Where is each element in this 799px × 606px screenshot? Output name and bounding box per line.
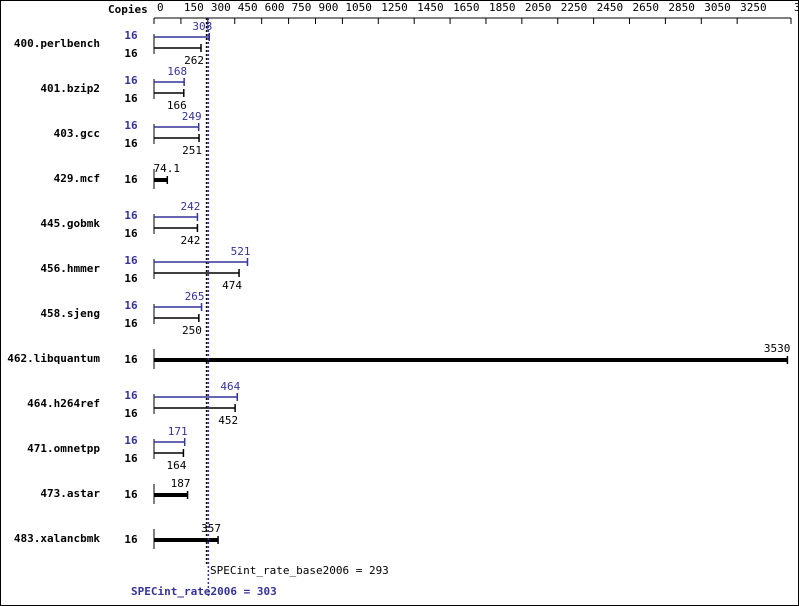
base-value-label: 357: [201, 522, 221, 535]
category-label: 483.xalancbmk: [14, 532, 100, 545]
base-copies: 16: [124, 92, 138, 105]
base-value-label: 262: [184, 54, 204, 67]
x-tick-label: 1650: [453, 1, 480, 14]
x-tick-label: 1050: [345, 1, 372, 14]
base-value-label: 187: [171, 477, 191, 490]
x-tick-label: 150: [184, 1, 204, 14]
peak-copies: 16: [124, 119, 138, 132]
category-label: 401.bzip2: [40, 82, 100, 95]
base-value-label: 3530: [764, 342, 791, 355]
reference-label: SPECint_rate_base2006 = 293: [210, 564, 389, 577]
peak-copies: 16: [124, 299, 138, 312]
x-tick-label: 450: [238, 1, 258, 14]
x-tick-label: 2850: [668, 1, 695, 14]
category-label: 458.sjeng: [40, 307, 100, 320]
x-tick-label: 3250: [740, 1, 767, 14]
category-label: 471.omnetpp: [27, 442, 100, 455]
peak-value-label: 242: [181, 200, 201, 213]
x-tick-label: 300: [211, 1, 231, 14]
peak-value-label: 521: [231, 245, 251, 258]
reference-label: SPECint_rate2006 = 303: [131, 585, 277, 598]
base-copies: 16: [124, 317, 138, 330]
peak-copies: 16: [124, 254, 138, 267]
base-copies: 16: [124, 173, 138, 186]
peak-value-label: 265: [185, 290, 205, 303]
peak-value-label: 464: [220, 380, 240, 393]
copies-header: Copies: [108, 3, 148, 16]
x-tick-label: 900: [318, 1, 338, 14]
base-value-label: 242: [181, 234, 201, 247]
category-label: 456.hmmer: [40, 262, 100, 275]
base-value-label: 251: [182, 144, 202, 157]
peak-copies: 16: [124, 209, 138, 222]
base-value-label: 250: [182, 324, 202, 337]
base-copies: 16: [124, 47, 138, 60]
x-tick-label: 1450: [417, 1, 444, 14]
base-copies: 16: [124, 488, 138, 501]
peak-copies: 16: [124, 434, 138, 447]
base-copies: 16: [124, 533, 138, 546]
base-value-label: 164: [167, 459, 187, 472]
base-copies: 16: [124, 407, 138, 420]
category-label: 429.mcf: [54, 172, 100, 185]
category-label: 462.libquantum: [7, 352, 100, 365]
base-value-label: 452: [218, 414, 238, 427]
peak-copies: 16: [124, 389, 138, 402]
category-label: 464.h264ref: [27, 397, 100, 410]
base-copies: 16: [124, 452, 138, 465]
base-copies: 16: [124, 353, 138, 366]
x-tick-label: 0: [157, 1, 164, 14]
peak-value-label: 249: [182, 110, 202, 123]
x-tick-label: 2650: [633, 1, 660, 14]
peak-copies: 16: [124, 74, 138, 87]
base-copies: 16: [124, 227, 138, 240]
x-tick-label: 2050: [525, 1, 552, 14]
x-tick-label: 2450: [597, 1, 624, 14]
x-tick-label: 600: [265, 1, 285, 14]
base-value-label: 74.1: [154, 162, 181, 175]
category-label: 473.astar: [40, 487, 100, 500]
base-value-label: 166: [167, 99, 187, 112]
x-tick-label: 3550: [794, 1, 799, 14]
x-tick-label: 3050: [704, 1, 731, 14]
category-label: 403.gcc: [54, 127, 100, 140]
peak-value-label: 171: [168, 425, 188, 438]
base-copies: 16: [124, 272, 138, 285]
category-label: 400.perlbench: [14, 37, 100, 50]
x-tick-label: 1250: [381, 1, 408, 14]
x-tick-label: 750: [292, 1, 312, 14]
x-tick-label: 2250: [561, 1, 588, 14]
peak-copies: 16: [124, 29, 138, 42]
peak-value-label: 168: [167, 65, 187, 78]
base-copies: 16: [124, 137, 138, 150]
category-label: 445.gobmk: [40, 217, 100, 230]
x-tick-label: 1850: [489, 1, 516, 14]
peak-value-label: 308: [192, 20, 212, 33]
base-value-label: 474: [222, 279, 242, 292]
